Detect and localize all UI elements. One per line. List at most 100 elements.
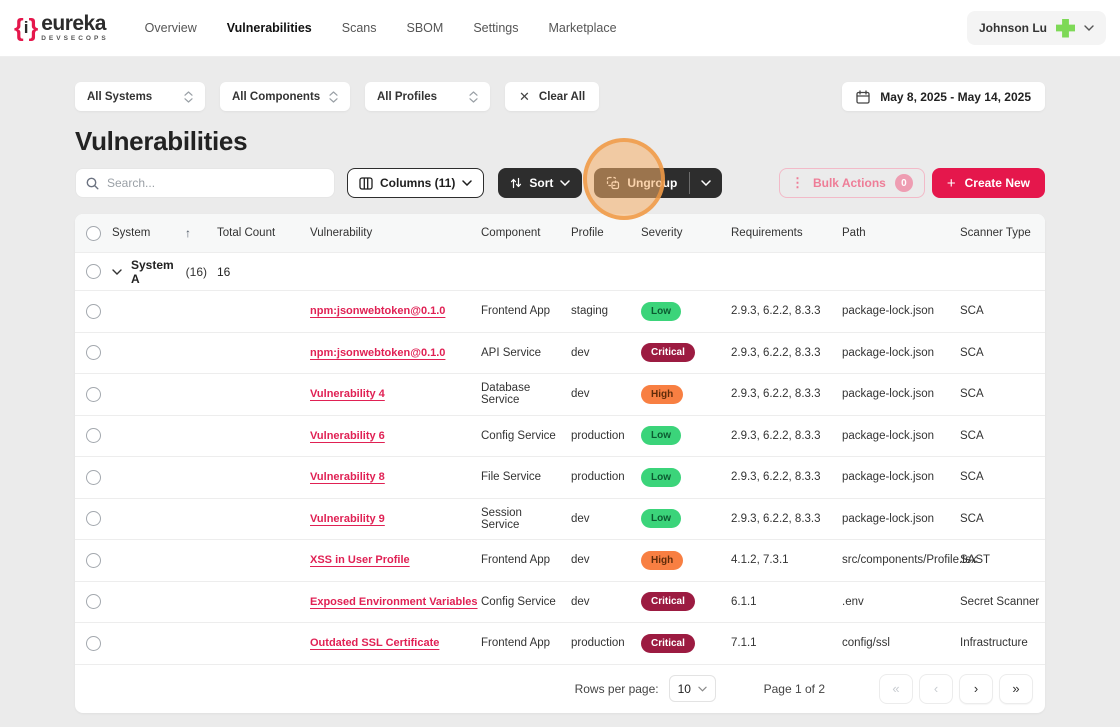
avatar [1056,18,1075,38]
row-checkbox[interactable] [86,511,101,527]
vulnerability-link[interactable]: XSS in User Profile [310,554,410,567]
rows-per-page-label: Rows per page: [574,681,659,696]
columns-button[interactable]: Columns (11) [347,168,485,198]
requirements-cell: 2.9.3, 6.2.2, 8.3.3 [731,305,821,318]
selector-icon [184,90,193,103]
bulk-actions-button[interactable]: ⋮ Bulk Actions 0 [778,168,925,198]
severity-badge: Low [641,426,681,446]
group-expander-chevron-icon[interactable] [112,268,122,275]
row-checkbox[interactable] [86,552,101,568]
table-footer: Rows per page: 10 Page 1 of 2 « ‹ › » [75,663,1045,713]
vulnerability-link[interactable]: Vulnerability 6 [310,429,385,442]
bulk-actions-count-badge: 0 [894,174,913,192]
select-all-checkbox[interactable] [86,225,101,241]
user-menu[interactable]: Johnson Lu [967,11,1106,45]
scanner-type-cell: SCA [960,388,984,401]
vulnerability-link[interactable]: Vulnerability 9 [310,512,385,525]
row-checkbox[interactable] [86,594,101,610]
vulnerability-link[interactable]: Outdated SSL Certificate [310,637,440,650]
ungroup-dropdown-toggle[interactable] [690,168,722,198]
last-page-button[interactable]: » [999,673,1033,704]
component-cell: Database Service [481,382,531,407]
filter-all-profiles[interactable]: All Profiles [365,82,490,111]
table-row: Vulnerability 4 Database Service dev Hig… [75,373,1045,415]
scanner-type-cell: SCA [960,305,984,318]
column-header-path[interactable]: Path [842,227,866,239]
nav-item-sbom[interactable]: SBOM [406,21,444,35]
brand-logo[interactable]: {i} eureka DEVSECOPS [14,13,109,43]
clear-all-button[interactable]: ✕ Clear All [505,82,600,111]
row-checkbox[interactable] [86,303,101,319]
group-row-system-a: System A (16) 16 [75,252,1045,290]
profile-cell: production [571,471,625,484]
group-total-count: 16 [217,264,231,279]
logo-brace-left: {i} [14,13,38,42]
column-header-severity[interactable]: Severity [641,227,683,239]
requirements-cell: 2.9.3, 6.2.2, 8.3.3 [731,346,821,359]
scanner-type-cell: SCA [960,429,984,442]
vulnerabilities-table: System ↑ Total Count Vulnerability Compo… [75,214,1045,713]
rows-per-page-select[interactable]: 10 [668,675,716,702]
nav-item-marketplace[interactable]: Marketplace [548,21,617,35]
nav-item-overview[interactable]: Overview [144,21,197,35]
column-header-component[interactable]: Component [481,227,541,239]
column-header-vulnerability[interactable]: Vulnerability [310,227,373,239]
vulnerability-link[interactable]: Exposed Environment Variables [310,595,478,608]
severity-badge: Low [641,509,681,529]
requirements-cell: 2.9.3, 6.2.2, 8.3.3 [731,429,821,442]
selector-icon [469,90,478,103]
column-header-system[interactable]: System ↑ [112,226,217,240]
path-cell: package-lock.json [842,429,935,442]
row-checkbox[interactable] [86,428,101,444]
search-input[interactable] [107,176,324,190]
group-count: (16) [185,264,207,279]
table-row: Vulnerability 6 Config Service productio… [75,414,1045,457]
row-checkbox[interactable] [86,635,101,651]
vulnerability-link[interactable]: Vulnerability 4 [310,388,385,401]
next-page-button[interactable]: › [959,673,993,704]
column-header-profile[interactable]: Profile [571,227,604,239]
main-nav: Overview Vulnerabilities Scans SBOM Sett… [145,21,617,35]
previous-page-button[interactable]: ‹ [919,673,953,704]
profile-cell: production [571,429,625,442]
profile-cell: dev [571,554,590,567]
filter-all-components[interactable]: All Components [220,82,350,111]
path-cell: package-lock.json [842,471,935,484]
severity-badge: High [641,384,684,404]
dots-vertical-icon: ⋮ [790,175,804,190]
requirements-cell: 2.9.3, 6.2.2, 8.3.3 [731,388,821,401]
severity-badge: Low [641,467,681,487]
page-info: Page 1 of 2 [763,681,825,696]
create-new-button[interactable]: + Create New [931,168,1045,198]
group-checkbox[interactable] [86,264,101,279]
column-header-total-count[interactable]: Total Count [217,227,276,239]
profile-cell: dev [571,388,590,401]
vulnerability-link[interactable]: npm:jsonwebtoken@0.1.0 [310,305,446,318]
requirements-cell: 7.1.1 [731,637,757,650]
date-range-picker[interactable]: May 8, 2025 - May 14, 2025 [842,82,1045,111]
nav-item-scans[interactable]: Scans [341,21,377,35]
divider [689,172,691,194]
row-checkbox[interactable] [86,469,101,485]
component-cell: Frontend App [481,637,551,650]
table-row: Outdated SSL Certificate Frontend App pr… [75,622,1045,664]
column-header-scanner-type[interactable]: Scanner Type [960,227,1031,239]
nav-item-vulnerabilities[interactable]: Vulnerabilities [226,21,312,35]
severity-badge: High [641,550,684,570]
filter-all-systems[interactable]: All Systems [75,82,205,111]
component-cell: File Service [481,471,542,484]
severity-badge: Low [641,301,681,321]
row-checkbox[interactable] [86,345,101,361]
column-header-requirements[interactable]: Requirements [731,227,803,239]
scanner-type-cell: SCA [960,346,984,359]
table-row: npm:jsonwebtoken@0.1.0 API Service dev C… [75,331,1045,374]
sort-button[interactable]: Sort [498,168,583,198]
nav-item-settings[interactable]: Settings [473,21,519,35]
chevron-down-icon [697,686,707,692]
ungroup-button[interactable]: Ungroup [594,168,689,198]
vulnerability-link[interactable]: npm:jsonwebtoken@0.1.0 [310,346,446,359]
first-page-button[interactable]: « [879,673,913,704]
vulnerability-link[interactable]: Vulnerability 8 [310,471,385,484]
path-cell: package-lock.json [842,346,935,359]
row-checkbox[interactable] [86,386,101,402]
